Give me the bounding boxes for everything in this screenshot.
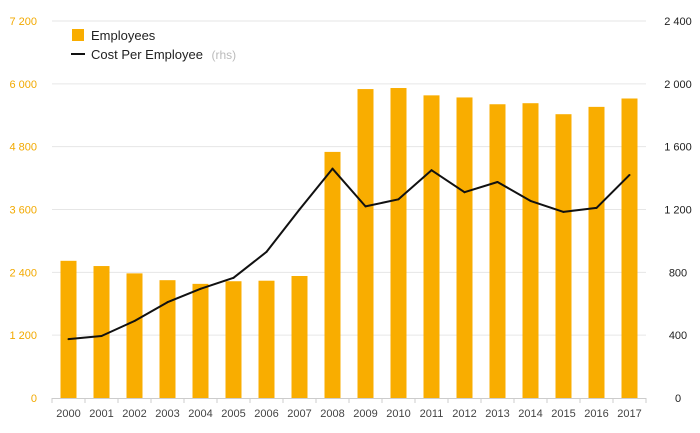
x-tick-label: 2014 [518,408,542,420]
point-cost-per-employee-2000 [67,338,70,341]
employees-bars [60,88,638,399]
x-tick-label: 2010 [386,408,410,420]
x-tick-label: 2007 [287,408,311,420]
x-tick-label: 2011 [420,408,444,420]
legend-series-name: Cost Per Employee [91,47,203,62]
bar-employees-2011 [423,95,440,398]
point-cost-per-employee-2016 [595,206,598,209]
point-cost-per-employee-2007 [298,208,301,211]
axes: 0 1 200 2 400 3 600 4 800 6 000 7 200 0 400 800 1 … [9,16,691,420]
x-tick-label: 2003 [155,408,179,420]
point-cost-per-employee-2013 [496,181,499,184]
cost-per-employee-line-group [67,167,631,341]
y-left-tick-label: 0 [31,393,37,405]
point-cost-per-employee-2006 [265,250,268,253]
x-tick-label: 2008 [320,408,344,420]
legend-label-cost-per-employee: Cost Per Employee (rhs) [91,46,236,63]
y-right-tick-label: 2 400 [664,16,692,28]
point-cost-per-employee-2002 [133,320,136,323]
y-left-tick-label: 3 600 [9,205,37,217]
bar-employees-2008 [324,151,341,398]
bar-employees-2002 [126,273,143,398]
bar-employees-2009 [357,89,374,398]
point-cost-per-employee-2010 [397,198,400,201]
point-cost-per-employee-2003 [166,301,169,304]
bar-employees-2012 [456,97,473,399]
bar-employees-2017 [621,98,638,398]
y-right-tick-label: 800 [669,267,687,279]
point-cost-per-employee-2011 [430,169,433,172]
y-right-tick-label: 1 600 [664,142,692,154]
y-left-tick-label: 2 400 [9,267,37,279]
x-tick-label: 2002 [122,408,146,420]
x-tick-label: 2005 [221,408,245,420]
point-cost-per-employee-2015 [562,210,565,213]
point-cost-per-employee-2001 [100,334,103,337]
legend-swatch-employees [72,29,84,41]
x-tick-label: 2001 [89,408,113,420]
bar-employees-2016 [588,106,605,398]
point-cost-per-employee-2008 [331,167,334,170]
x-tick-label: 2012 [452,408,476,420]
legend: Employees Cost Per Employee (rhs) [71,28,236,63]
point-cost-per-employee-2017 [628,173,631,176]
x-tick-label: 2017 [617,408,641,420]
x-tick-label: 2009 [353,408,377,420]
x-tick-label: 2004 [188,408,212,420]
legend-label-employees: Employees [91,28,156,43]
y-left-tick-label: 6 000 [9,79,37,91]
y-right-tick-label: 1 200 [664,205,692,217]
legend-rhs-note: (rhs) [211,48,236,62]
y-left-tick-label: 1 200 [9,330,37,342]
gridlines [52,20,646,336]
point-cost-per-employee-2014 [529,199,532,202]
point-cost-per-employee-2012 [463,191,466,194]
x-tick-label: 2006 [254,408,278,420]
bar-employees-2000 [60,260,77,398]
bar-employees-2013 [489,104,506,399]
x-tick-label: 2015 [551,408,575,420]
point-cost-per-employee-2004 [199,287,202,290]
y-right-tick-label: 0 [675,393,681,405]
point-cost-per-employee-2009 [364,205,367,208]
y-left-tick-label: 7 200 [9,16,37,28]
point-cost-per-employee-2005 [232,276,235,279]
x-tick-label: 2013 [485,408,509,420]
x-tick-label: 2016 [584,408,608,420]
line-cost-per-employee [68,167,631,341]
x-tick-label: 2000 [56,408,80,420]
bar-employees-2010 [390,88,407,399]
y-left-tick-label: 4 800 [9,142,37,154]
y-right-tick-label: 2 000 [664,79,692,91]
bar-employees-2015 [555,114,572,399]
y-right-tick-label: 400 [669,330,687,342]
bar-employees-2007 [291,275,308,398]
bar-employees-2004 [192,283,209,398]
bar-employees-2005 [225,281,242,398]
bar-employees-2006 [258,280,275,398]
bar-employees-2003 [159,280,176,398]
bar-employees-2001 [93,266,110,398]
bar-employees-2014 [522,103,539,399]
